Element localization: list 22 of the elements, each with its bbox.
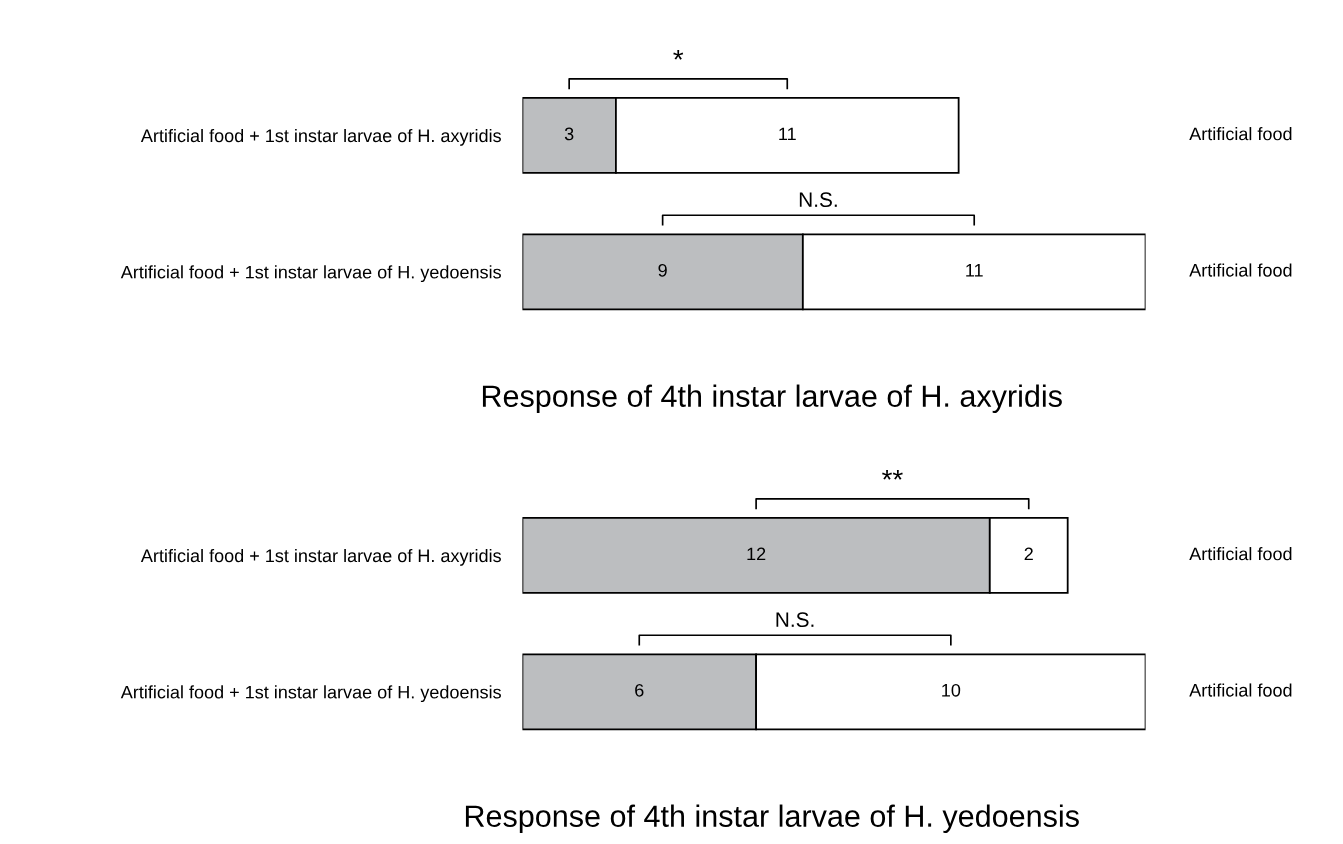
text: Artificial food bbox=[1189, 683, 1292, 697]
data-label: 2 bbox=[1024, 547, 1033, 561]
text: Response of 4th instar larvae of H. yedoensis bbox=[465, 804, 1079, 834]
y-tick-label: Artificial food + 1st instar larvae of H. yedoensis bbox=[120, 265, 501, 283]
y-tick-label: Artificial food + 1st instar larvae of H. axyridis bbox=[140, 128, 501, 146]
text: Artificial food bbox=[1189, 127, 1292, 141]
data-label: 10 bbox=[942, 683, 961, 697]
y-tick-label: Artificial food + 1st instar larvae of H. axyridis bbox=[140, 548, 501, 566]
text: ** bbox=[882, 469, 903, 480]
text: Response of 4th instar larvae of H. axyridis bbox=[482, 384, 1062, 414]
text: * bbox=[673, 49, 684, 60]
annotation: N.S. bbox=[799, 192, 837, 208]
data-label: 9 bbox=[658, 263, 667, 277]
data-label: 11 bbox=[779, 127, 796, 141]
data-label: 3 bbox=[564, 127, 574, 141]
data-label: 11 bbox=[966, 264, 983, 277]
annotation: N.S. bbox=[776, 612, 814, 628]
data-label: 12 bbox=[747, 547, 766, 561]
y-tick-label: Artificial food + 1st instar larvae of H. yedoensis bbox=[120, 685, 501, 703]
text: Artificial food bbox=[1189, 263, 1292, 277]
data-label: 6 bbox=[635, 683, 644, 697]
text: Artificial food bbox=[1189, 547, 1292, 561]
